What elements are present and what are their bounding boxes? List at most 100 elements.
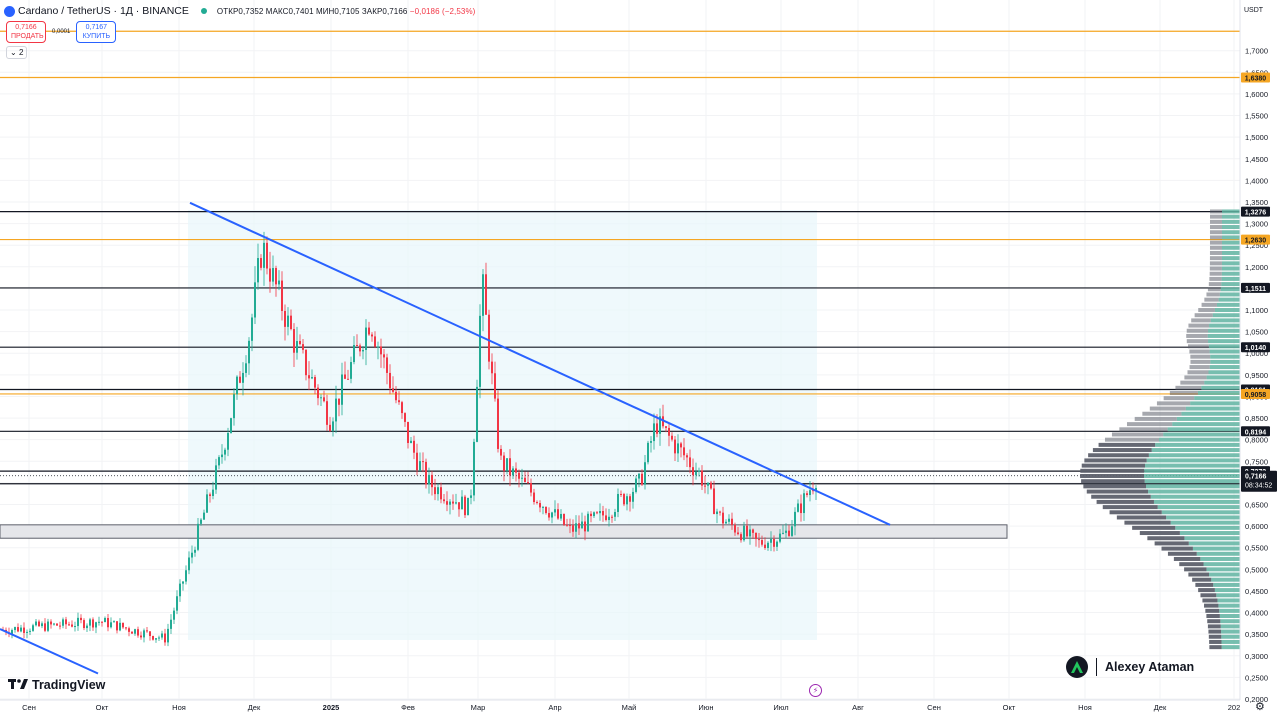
level-price-label: 1,2630 (1245, 238, 1267, 245)
time-tick-label: Мар (471, 703, 486, 712)
candle-body (461, 496, 463, 510)
profile-bar-down (1119, 427, 1168, 432)
profile-bar-down (1209, 645, 1222, 650)
profile-bar-up (1210, 359, 1240, 364)
profile-bar-up (1220, 624, 1240, 629)
sell-button[interactable]: 0,7166 ПРОДАТЬ (6, 21, 46, 43)
ohlc-values: ОТКР0,7352 МАКС0,7401 МИН0,7105 ЗАКР0,71… (217, 7, 476, 16)
profile-bar-down (1083, 484, 1147, 489)
profile-bar-up (1176, 416, 1240, 421)
candle-body (317, 387, 319, 399)
candle-body (752, 529, 754, 533)
candle-body (698, 470, 700, 472)
profile-bar-up (1221, 282, 1240, 287)
candle-body (677, 443, 679, 454)
level-price-tag (1241, 72, 1270, 83)
candle-body (143, 630, 145, 638)
candle-body (626, 496, 628, 505)
time-axis-bg[interactable] (0, 700, 1240, 718)
author-signature: Alexey Ataman (1066, 656, 1194, 678)
gear-icon[interactable]: ⚙ (1255, 701, 1265, 713)
candle-body (380, 346, 382, 355)
candle-body (227, 432, 229, 450)
profile-bar-down (1175, 385, 1202, 390)
price-tick-label: 0,5500 (1245, 544, 1268, 553)
candle-body (524, 477, 526, 483)
candle-body (41, 623, 43, 627)
candle-body (59, 625, 61, 627)
indicators-toggle[interactable]: ⌄ 2 (6, 46, 28, 59)
lightning-icon[interactable]: ⚡ (809, 684, 822, 697)
profile-bar-up (1201, 385, 1240, 390)
profile-bar-down (1209, 256, 1222, 261)
candle-body (713, 488, 715, 515)
level-price-tag (1241, 234, 1270, 245)
profile-bar-down (1092, 448, 1152, 453)
candle-body (374, 336, 376, 347)
candle-body (131, 631, 133, 634)
profile-bar-down (1184, 375, 1207, 380)
currency-label[interactable]: USDT (1244, 7, 1264, 14)
time-tick-label: Авг (852, 703, 864, 712)
candle-body (533, 492, 535, 503)
profile-bar-down (1209, 276, 1222, 281)
candle-body (74, 626, 76, 628)
profile-bar-up (1145, 463, 1240, 468)
candle-body (812, 490, 814, 492)
candle-body (200, 519, 202, 524)
profile-bar-down (1096, 499, 1154, 504)
price-tick-label: 1,2500 (1245, 241, 1268, 250)
profile-bar-down (1084, 458, 1147, 463)
candle-body (377, 346, 379, 348)
candle-body (326, 401, 328, 425)
candle-body (800, 503, 802, 514)
profile-bar-up (1208, 328, 1240, 333)
profile-bar-down (1188, 344, 1209, 349)
profile-bar-down (1098, 442, 1156, 447)
profile-bar-up (1157, 505, 1240, 510)
candle-body (482, 274, 484, 316)
candle-body (737, 532, 739, 535)
profile-bar-up (1179, 531, 1240, 536)
candle-body (149, 631, 151, 636)
symbol-title[interactable]: Cardano / TetherUS · 1Д · BINANCE (18, 5, 189, 17)
candle-body (212, 489, 214, 496)
candle-body (503, 455, 505, 471)
profile-bar-up (1188, 541, 1240, 546)
candle-body (44, 623, 46, 631)
price-axis-bg[interactable] (1240, 0, 1280, 718)
profile-bar-down (1209, 240, 1222, 245)
buy-button[interactable]: 0,7167 КУПИТЬ (76, 21, 117, 43)
time-tick-label: 2025 (323, 703, 340, 712)
profile-bar-down (1209, 261, 1222, 266)
chevron-down-icon: ⌄ (10, 48, 17, 57)
time-tick-label: Дек (1154, 703, 1167, 712)
profile-bar-down (1209, 271, 1222, 276)
candle-body (92, 619, 94, 628)
candle-body (449, 501, 451, 505)
candle-body (62, 619, 64, 626)
candle-body (437, 487, 439, 495)
candle-body (650, 441, 652, 443)
candle-body (728, 518, 730, 522)
trendline[interactable] (0, 628, 99, 675)
time-tick-label: Апр (548, 703, 561, 712)
candle-body (635, 478, 637, 492)
trendline[interactable] (189, 201, 891, 526)
candle-body (464, 496, 466, 516)
profile-bar-down (1188, 572, 1210, 577)
tradingview-logo[interactable]: TradingView (8, 678, 105, 692)
chart-header: Cardano / TetherUS · 1Д · BINANCE ОТКР0,… (4, 3, 475, 19)
candle-body (653, 423, 655, 442)
candle-body (554, 509, 556, 513)
profile-bar-down (1209, 639, 1222, 644)
candle-body (302, 344, 304, 350)
profile-bar-up (1206, 567, 1240, 572)
level-price-label: 0,8194 (1245, 429, 1267, 436)
time-axis[interactable]: Сен Окт Ноя Дек 2025 Фев Мар Апр Май Июн Июл Авг Сен… (22, 703, 1240, 712)
profile-bar-down (1191, 318, 1211, 323)
candle-body (191, 552, 193, 558)
candle-body (287, 315, 289, 327)
support-zone[interactable] (0, 524, 1008, 539)
